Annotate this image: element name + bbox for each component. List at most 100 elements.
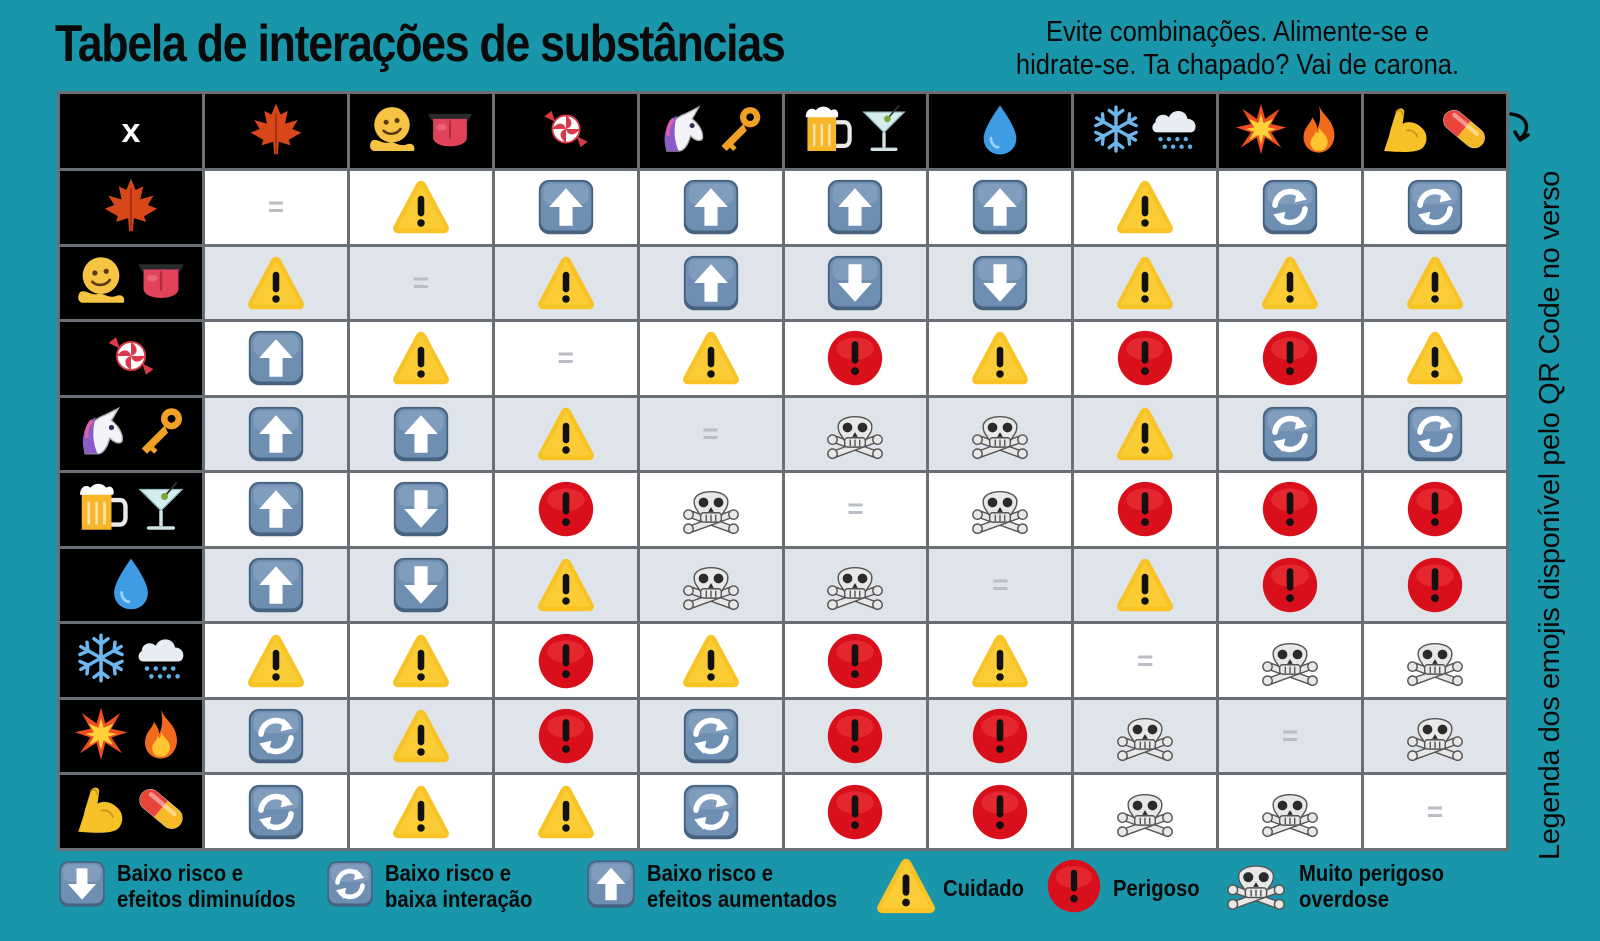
matrix-cell-r1-c3: [494, 171, 637, 244]
candy-icon: [101, 326, 161, 391]
caution-icon: [1115, 177, 1175, 237]
deadly-icon: [1260, 631, 1320, 691]
caution-icon: [536, 404, 596, 464]
caution-icon: [970, 631, 1030, 691]
legend-deadly-line2: overdose: [1299, 886, 1389, 912]
same-substance-mark: =: [1281, 720, 1299, 752]
matrix-cell-r5-c5: =: [784, 473, 927, 546]
matrix-cell-r2-c5: [784, 246, 927, 320]
matrix-cell-r6-c7: [1074, 548, 1217, 622]
deadly-icon: [970, 479, 1030, 539]
matrix-cell-r9-c7: [1074, 775, 1217, 848]
danger-icon: [1260, 479, 1320, 539]
danger-icon: [825, 782, 885, 842]
up-icon: [825, 177, 885, 237]
matrix-cell-r1-c6: [929, 171, 1072, 244]
danger-icon: [1260, 555, 1320, 615]
matrix-cell-r7-c4: [639, 624, 782, 697]
danger-icon: [825, 706, 885, 766]
matrix-cell-r8-c6: [929, 699, 1072, 773]
matrix-cell-r8-c2: [349, 699, 492, 773]
caution-icon: [1260, 253, 1320, 313]
matrix-cell-r6-c3: [494, 548, 637, 622]
legend-danger-line1: Perigoso: [1113, 875, 1200, 901]
matrix-cell-r7-c1: [205, 624, 347, 697]
low-icon: [1405, 177, 1465, 237]
droplet-icon: [101, 553, 161, 618]
down-icon: [825, 253, 885, 313]
column-header-2: [349, 94, 492, 168]
deadly-icon: [1115, 706, 1175, 766]
snowflake-icon: [73, 630, 129, 691]
matrix-cell-r7-c7: =: [1074, 624, 1217, 697]
snow-cloud-icon: [133, 630, 189, 691]
matrix-cell-r9-c8: [1219, 775, 1362, 848]
danger-icon: [1405, 479, 1465, 539]
matrix-cell-r6-c6: =: [929, 548, 1072, 622]
legend-low-label: Baixo risco e baixa interação: [385, 860, 532, 912]
matrix-cell-r8-c5: [784, 699, 927, 773]
unicorn-icon: [73, 403, 129, 464]
legend-up: Baixo risco e efeitos aumentados: [585, 855, 863, 917]
matrix-cell-r8-c4: [639, 699, 782, 773]
collision-icon: [1234, 102, 1288, 161]
matrix-cell-r4-c1: [205, 397, 347, 471]
low-icon: [1260, 177, 1320, 237]
caution-icon: [681, 631, 741, 691]
flexed-biceps-icon: [73, 781, 129, 842]
legend-low: Baixo risco e baixa interação: [325, 855, 552, 917]
pill-icon: [1437, 102, 1491, 161]
page-title: Tabela de interações de substâncias: [55, 15, 786, 73]
deadly-icon: [1115, 782, 1175, 842]
caution-icon: [391, 631, 451, 691]
column-header-5: [784, 94, 927, 168]
matrix-cell-r7-c9: [1364, 624, 1506, 697]
subtitle-line-1: Evite combinações. Alimente-se e: [1046, 16, 1429, 48]
row-header-5: [60, 473, 202, 546]
up-icon: [681, 253, 741, 313]
matrix-cell-r1-c1: =: [205, 171, 347, 244]
down-icon: [391, 555, 451, 615]
matrix-cell-r4-c4: =: [639, 397, 782, 471]
down-icon: [970, 253, 1030, 313]
melting-face-icon: [365, 102, 419, 161]
deadly-icon: [681, 555, 741, 615]
droplet-icon: [971, 100, 1029, 163]
legend-low-line2: baixa interação: [385, 886, 533, 912]
matrix-corner: x: [60, 94, 202, 168]
danger-icon: [825, 328, 885, 388]
matrix-cell-r4-c2: [349, 397, 492, 471]
subtitle-line-2: hidrate-se. Ta chapado? Vai de carona.: [1015, 49, 1460, 81]
caution-icon: [1405, 253, 1465, 313]
matrix-cell-r4-c9: [1364, 397, 1506, 471]
matrix-cell-r7-c8: [1219, 624, 1362, 697]
candy-icon: [537, 100, 595, 163]
row-header-3: [60, 322, 202, 395]
danger-icon: [1405, 555, 1465, 615]
row-header-2: [60, 246, 202, 320]
matrix-cell-r5-c2: [349, 473, 492, 546]
cocktail-glass-icon: [857, 102, 911, 161]
same-substance-mark: =: [1137, 644, 1154, 676]
caution-icon: [875, 855, 937, 922]
matrix-cell-r7-c5: [784, 624, 927, 697]
up-icon: [585, 858, 637, 915]
matrix-cell-r1-c9: [1364, 171, 1506, 244]
flexed-biceps-icon: [1379, 102, 1433, 161]
column-header-4: [639, 94, 782, 168]
caution-icon: [536, 782, 596, 842]
up-icon: [246, 479, 306, 539]
fire-icon: [1292, 102, 1346, 161]
matrix-cell-r1-c2: [349, 171, 492, 244]
matrix-cell-r1-c4: [639, 171, 782, 244]
matrix-cell-r2-c4: [639, 246, 782, 320]
matrix-cell-r8-c7: [1074, 699, 1217, 773]
matrix-cell-r6-c9: [1364, 548, 1506, 622]
matrix-cell-r1-c7: [1074, 171, 1217, 244]
danger-icon: [1115, 479, 1175, 539]
danger-icon: [1260, 328, 1320, 388]
caution-icon: [1115, 253, 1175, 313]
legend-deadly-label: Muito perigoso overdose: [1299, 860, 1444, 912]
subtitle: Evite combinações. Alimente-se e hidrate…: [998, 16, 1478, 82]
corner-label: x: [121, 111, 141, 150]
